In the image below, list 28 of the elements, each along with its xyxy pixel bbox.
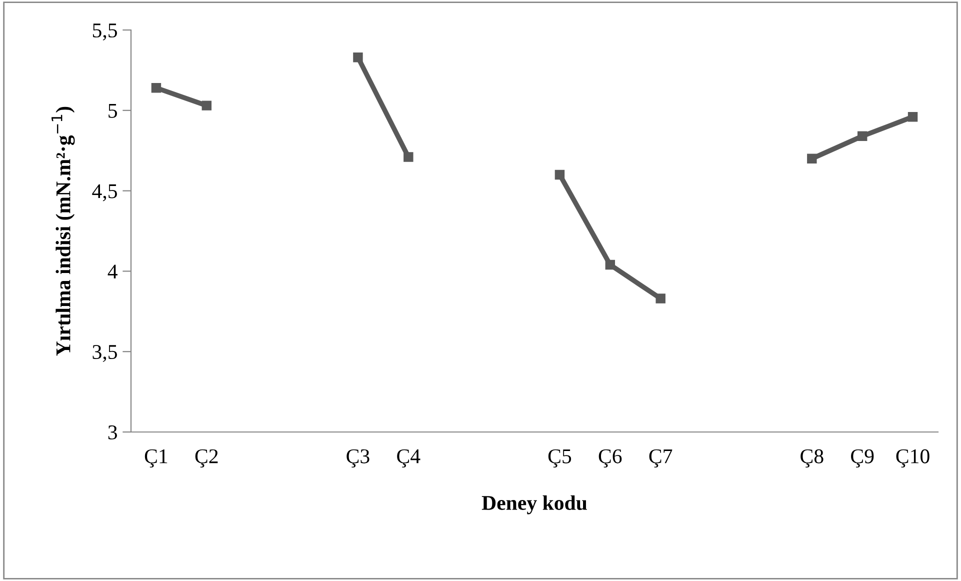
point	[656, 294, 666, 304]
x-tick-label: Ç9	[851, 449, 874, 468]
x-tick-label: Ç8	[800, 449, 824, 468]
point	[353, 52, 363, 62]
point	[908, 112, 918, 122]
point	[605, 260, 616, 270]
y-tick-label: 5,5	[92, 24, 117, 40]
x-tick-label: Ç2	[195, 449, 218, 468]
point	[404, 152, 414, 162]
x-axis-title: Deney kodu	[482, 495, 587, 514]
point	[807, 154, 817, 164]
x-tick-label: Ç5	[548, 449, 572, 468]
x-tick-label: Ç7	[649, 449, 672, 468]
point	[857, 131, 868, 141]
point	[554, 170, 565, 180]
x-tick-label: Ç6	[598, 449, 622, 468]
y-tick-label: 5	[108, 104, 117, 118]
y-tick-label: 3,5	[92, 345, 117, 362]
x-tick-label: Ç4	[397, 449, 420, 468]
y-axis-title: Yırtılma indisi (mN.m²·g$^{−1}$)	[52, 106, 75, 356]
y-tick-label: 3	[108, 425, 117, 440]
x-tick-label: Ç10	[896, 449, 930, 468]
y-tick-label: 4,5	[92, 184, 117, 202]
x-tick-label: Ç1	[144, 449, 168, 468]
point	[202, 100, 212, 110]
point	[151, 83, 162, 93]
x-tick-label: Ç3	[346, 449, 370, 468]
y-tick-label: 4	[108, 264, 118, 278]
